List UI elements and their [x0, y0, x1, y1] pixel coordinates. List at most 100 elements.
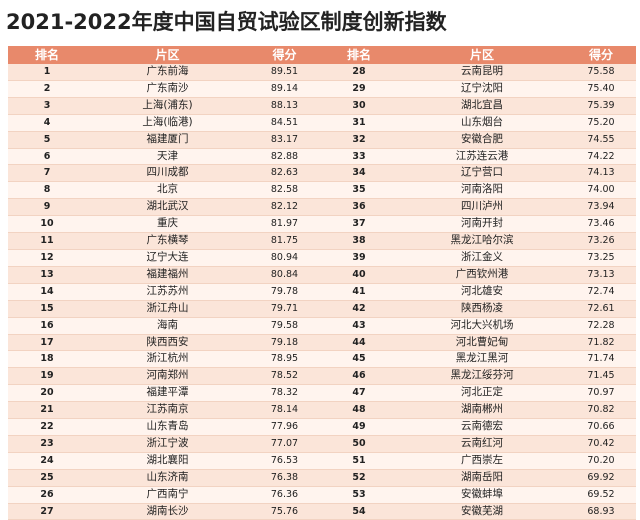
- score-cell: 78.52: [249, 367, 320, 386]
- zone-cell: 广东前海: [86, 64, 249, 81]
- zone-cell: 湖北武汉: [86, 198, 249, 217]
- rank-cell: 28: [320, 64, 398, 81]
- score-cell: 70.82: [566, 401, 636, 420]
- rank-cell: 41: [320, 283, 398, 301]
- score-cell: 78.32: [249, 384, 320, 403]
- zone-cell: 四川泸州: [398, 198, 566, 217]
- zone-cell: 广东横琴: [86, 232, 249, 250]
- rank-cell: 23: [8, 435, 86, 453]
- score-cell: 79.18: [249, 334, 320, 352]
- rank-cell: 11: [8, 232, 86, 250]
- rank-cell: 15: [8, 300, 86, 318]
- zone-cell: 浙江杭州: [86, 350, 249, 369]
- rank-cell: 30: [320, 97, 398, 115]
- rank-cell: 22: [8, 418, 86, 436]
- rank-cell: 29: [320, 80, 398, 98]
- ranking-table-container: 排名 片区 得分 排名 片区 得分 1 广东前海 89.51 28 云南昆明 75.58 2…: [8, 46, 636, 520]
- score-cell: 70.20: [566, 452, 636, 470]
- table-row: 19 河南郑州 78.52 46 黑龙江绥芬河 71.45: [8, 367, 636, 386]
- rank-cell: 38: [320, 232, 398, 250]
- table-row: 22 山东青岛 77.96 49 云南德宏 70.66: [8, 418, 636, 436]
- zone-cell: 山东济南: [86, 469, 249, 487]
- rank-cell: 54: [320, 503, 398, 520]
- score-cell: 76.53: [249, 452, 320, 470]
- zone-cell: 河北雄安: [398, 283, 566, 301]
- header-score-right: 得分: [566, 46, 636, 64]
- score-cell: 82.63: [249, 164, 320, 183]
- score-cell: 79.71: [249, 300, 320, 318]
- table-row: 14 江苏苏州 79.78 41 河北雄安 72.74: [8, 283, 636, 301]
- score-cell: 76.38: [249, 469, 320, 487]
- zone-cell: 河北曹妃甸: [398, 334, 566, 352]
- table-row: 21 江苏南京 78.14 48 湖南郴州 70.82: [8, 401, 636, 420]
- score-cell: 75.40: [566, 80, 636, 98]
- zone-cell: 福建福州: [86, 266, 249, 284]
- rank-cell: 24: [8, 452, 86, 470]
- header-rank-left: 排名: [8, 46, 86, 64]
- zone-cell: 黑龙江黑河: [398, 350, 566, 369]
- ranking-table: 排名 片区 得分 排名 片区 得分 1 广东前海 89.51 28 云南昆明 75.58 2…: [8, 46, 636, 520]
- score-cell: 75.58: [566, 64, 636, 81]
- zone-cell: 上海(浦东): [86, 97, 249, 115]
- table-row: 1 广东前海 89.51 28 云南昆明 75.58: [8, 64, 636, 81]
- table-row: 25 山东济南 76.38 52 湖南岳阳 69.92: [8, 469, 636, 487]
- zone-cell: 湖南岳阳: [398, 469, 566, 487]
- score-cell: 88.13: [249, 97, 320, 115]
- rank-cell: 6: [8, 148, 86, 166]
- zone-cell: 河北大兴机场: [398, 317, 566, 335]
- zone-cell: 江苏连云港: [398, 148, 566, 166]
- table-row: 18 浙江杭州 78.95 45 黑龙江黑河 71.74: [8, 350, 636, 369]
- score-cell: 82.88: [249, 148, 320, 166]
- zone-cell: 山东青岛: [86, 418, 249, 436]
- zone-cell: 江苏苏州: [86, 283, 249, 301]
- score-cell: 82.12: [249, 198, 320, 217]
- header-zone-right: 片区: [398, 46, 566, 64]
- zone-cell: 四川成都: [86, 164, 249, 183]
- zone-cell: 广西崇左: [398, 452, 566, 470]
- score-cell: 73.94: [566, 198, 636, 217]
- rank-cell: 46: [320, 367, 398, 386]
- score-cell: 71.45: [566, 367, 636, 386]
- score-cell: 84.51: [249, 114, 320, 132]
- score-cell: 70.66: [566, 418, 636, 436]
- table-row: 3 上海(浦东) 88.13 30 湖北宜昌 75.39: [8, 97, 636, 115]
- score-cell: 69.92: [566, 469, 636, 487]
- zone-cell: 安徽芜湖: [398, 503, 566, 520]
- score-cell: 74.13: [566, 164, 636, 183]
- rank-cell: 10: [8, 215, 86, 234]
- table-row: 20 福建平潭 78.32 47 河北正定 70.97: [8, 384, 636, 403]
- rank-cell: 37: [320, 215, 398, 234]
- header-score-left: 得分: [249, 46, 320, 64]
- zone-cell: 广东南沙: [86, 80, 249, 98]
- header-rank-right: 排名: [320, 46, 398, 64]
- rank-cell: 20: [8, 384, 86, 403]
- score-cell: 81.97: [249, 215, 320, 234]
- rank-cell: 4: [8, 114, 86, 132]
- rank-cell: 34: [320, 164, 398, 183]
- rank-cell: 12: [8, 249, 86, 267]
- rank-cell: 13: [8, 266, 86, 284]
- zone-cell: 江苏南京: [86, 401, 249, 420]
- table-row: 26 广西南宁 76.36 53 安徽蚌埠 69.52: [8, 486, 636, 504]
- zone-cell: 河南郑州: [86, 367, 249, 386]
- score-cell: 73.13: [566, 266, 636, 284]
- score-cell: 72.61: [566, 300, 636, 318]
- score-cell: 70.97: [566, 384, 636, 403]
- score-cell: 80.94: [249, 249, 320, 267]
- rank-cell: 49: [320, 418, 398, 436]
- table-row: 12 辽宁大连 80.94 39 浙江金义 73.25: [8, 249, 636, 267]
- zone-cell: 广西钦州港: [398, 266, 566, 284]
- zone-cell: 上海(临港): [86, 114, 249, 132]
- score-cell: 76.36: [249, 486, 320, 504]
- score-cell: 80.84: [249, 266, 320, 284]
- score-cell: 89.14: [249, 80, 320, 98]
- table-row: 4 上海(临港) 84.51 31 山东烟台 75.20: [8, 114, 636, 132]
- score-cell: 71.82: [566, 334, 636, 352]
- table-row: 6 天津 82.88 33 江苏连云港 74.22: [8, 148, 636, 166]
- rank-cell: 51: [320, 452, 398, 470]
- zone-cell: 河北正定: [398, 384, 566, 403]
- zone-cell: 湖南郴州: [398, 401, 566, 420]
- zone-cell: 浙江舟山: [86, 300, 249, 318]
- zone-cell: 安徽蚌埠: [398, 486, 566, 504]
- rank-cell: 35: [320, 181, 398, 200]
